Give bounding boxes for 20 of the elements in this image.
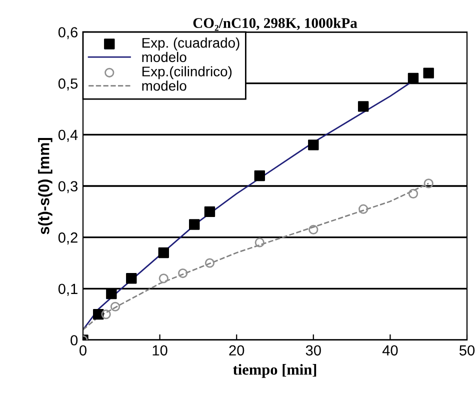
chart-title: CO₂/nC10, 298K, 1000kPa [193,18,358,31]
x-axis-title: tiempo [min] [233,364,316,378]
x-tick-label: 40 [382,345,398,356]
y-tick-label: 0,5 [58,78,78,90]
y-tick-label: 0,4 [58,130,78,142]
x-tick-label: 0 [80,345,86,356]
y-tick-label: 0,6 [58,27,78,40]
y-tick-label: 0,3 [58,181,78,194]
legend-label: modelo [142,80,186,91]
x-tick-label: 30 [306,345,321,356]
x-tick-label: 20 [229,345,244,356]
x-tick-label: 10 [152,345,168,356]
x-tick-label: 50 [459,345,475,356]
y-tick-label: 0,2 [58,232,78,244]
y-axis-title: s(t)-s(0) [mm] [38,138,52,234]
y-tick-label: 0 [70,335,78,346]
legend-label: modelo [142,52,186,62]
legend-label: Exp.(cilindrico) [142,66,232,80]
legend-label: Exp. (cuadrado) [142,38,240,51]
y-tick-label: 0,1 [58,284,78,296]
